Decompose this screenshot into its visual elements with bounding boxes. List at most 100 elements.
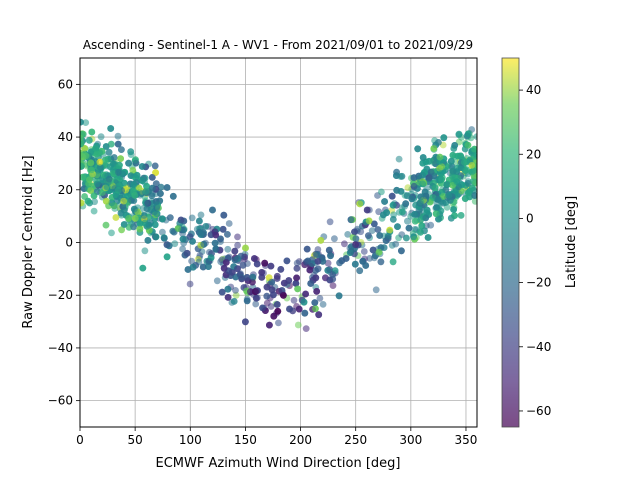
chart-title: Ascending - Sentinel-1 A - WV1 - From 20… (83, 38, 473, 52)
data-point (177, 216, 185, 224)
data-point (439, 193, 447, 200)
data-point (436, 153, 444, 161)
data-point (243, 274, 251, 281)
data-point (454, 152, 462, 160)
data-point (152, 198, 160, 205)
data-point (252, 288, 259, 295)
data-point (277, 266, 285, 273)
x-axis-ticks: 0 50 100 150 200 250 300 350 (76, 427, 477, 447)
data-point (449, 151, 457, 159)
data-point (273, 272, 281, 280)
data-point (293, 259, 301, 267)
data-point (417, 193, 425, 201)
data-point (422, 192, 430, 200)
data-point (389, 258, 397, 266)
data-point (80, 173, 87, 181)
data-point (451, 142, 459, 149)
data-point (127, 196, 135, 204)
data-point (80, 162, 85, 170)
data-point (266, 321, 273, 329)
data-point (410, 174, 418, 182)
data-point (338, 257, 346, 265)
data-point (404, 217, 411, 225)
data-point (102, 197, 110, 205)
data-point (411, 211, 419, 218)
data-point (252, 300, 260, 308)
data-point (403, 234, 410, 242)
data-point (430, 145, 438, 152)
data-point (179, 235, 187, 243)
data-point (307, 280, 315, 287)
data-point (184, 266, 192, 273)
data-point (97, 133, 105, 141)
data-point (80, 118, 84, 126)
data-point (93, 150, 101, 158)
data-point (347, 216, 355, 224)
data-point (294, 321, 302, 329)
data-point (249, 273, 257, 281)
colorbar-tick-label: 0 (526, 211, 534, 225)
data-point (118, 146, 125, 154)
data-point (131, 192, 139, 199)
data-point (449, 167, 457, 175)
data-point (376, 232, 384, 239)
data-point (242, 318, 249, 326)
data-point (87, 187, 94, 194)
data-point (395, 155, 403, 163)
data-point (127, 148, 135, 156)
data-point (125, 159, 132, 167)
data-point (433, 204, 440, 212)
data-point (218, 288, 226, 296)
data-point (163, 241, 171, 249)
data-point (300, 298, 308, 306)
data-point (81, 193, 88, 200)
data-point (424, 234, 432, 241)
data-point (232, 287, 239, 294)
data-point (458, 181, 466, 189)
data-point (432, 210, 440, 218)
data-point (110, 154, 118, 161)
data-point (211, 228, 219, 236)
data-point (234, 265, 241, 273)
data-point (268, 278, 276, 286)
data-point (402, 200, 410, 208)
x-tick-label: 100 (179, 433, 202, 447)
data-point (471, 197, 477, 205)
data-point (419, 154, 427, 161)
data-point (302, 325, 310, 332)
data-point (224, 285, 232, 293)
data-point (152, 233, 160, 241)
colorbar-tick-label: −20 (526, 276, 551, 290)
data-point (103, 183, 111, 191)
data-point (422, 214, 430, 222)
data-point (119, 203, 127, 210)
data-point (114, 132, 122, 140)
data-point (258, 269, 266, 276)
data-point (280, 291, 287, 299)
data-point (389, 201, 397, 209)
data-point (438, 163, 446, 171)
data-point (414, 145, 422, 153)
data-point (213, 277, 221, 285)
data-point (148, 184, 156, 192)
data-point (363, 206, 371, 214)
data-point (410, 233, 417, 241)
data-point (394, 223, 401, 231)
data-point (285, 277, 293, 284)
data-point (316, 295, 324, 302)
data-point (294, 285, 301, 293)
data-points (80, 118, 477, 332)
data-point (268, 286, 276, 294)
data-point (253, 260, 261, 268)
data-point (136, 225, 144, 233)
data-point (275, 319, 282, 327)
data-point (142, 188, 150, 195)
data-point (356, 200, 364, 208)
data-point (327, 252, 334, 260)
data-point (84, 197, 92, 205)
data-point (82, 119, 90, 126)
data-point (290, 296, 298, 304)
data-point (174, 225, 182, 232)
data-point (319, 257, 327, 265)
data-point (326, 218, 334, 226)
